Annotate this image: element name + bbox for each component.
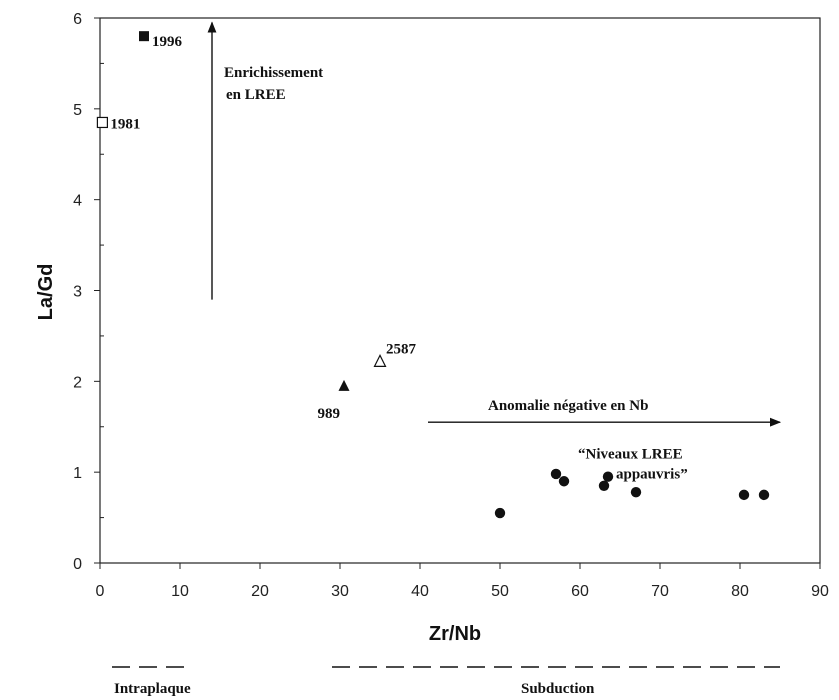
- data-point: [558, 476, 570, 487]
- point-label-2587: 2587: [386, 341, 417, 357]
- range-label-1: Subduction: [521, 681, 595, 697]
- y-tick-label: 0: [73, 556, 82, 573]
- x-tick-label: 80: [731, 583, 749, 600]
- data-point: [550, 468, 562, 480]
- data-point: [758, 489, 770, 501]
- annotation-depleted-1: “Niveaux LREE: [578, 447, 683, 463]
- y-tick-label: 1: [73, 465, 82, 482]
- x-tick-label: 40: [411, 583, 429, 600]
- x-tick-label: 10: [171, 583, 189, 600]
- annotation-enrichment-1: Enrichissement: [224, 65, 323, 81]
- y-tick-label: 3: [73, 284, 82, 301]
- plot-frame: [99, 17, 821, 564]
- data-point-1996: [139, 31, 149, 42]
- point-label-1981: 1981: [110, 116, 140, 132]
- y-tick-label: 6: [73, 11, 82, 28]
- x-tick-label: 50: [491, 583, 509, 600]
- point-label-989: 989: [318, 406, 341, 422]
- data-point: [494, 507, 506, 519]
- data-point: [738, 489, 750, 501]
- y-tick-label: 4: [73, 193, 82, 210]
- point-label-1996: 1996: [152, 34, 183, 50]
- x-tick-label: 0: [96, 583, 105, 600]
- x-axis-title: Zr/Nb: [429, 623, 481, 645]
- annotation-anomaly: Anomalie négative en Nb: [488, 398, 648, 414]
- x-tick-label: 30: [331, 583, 349, 600]
- y-axis-title: La/Gd: [35, 264, 57, 321]
- x-tick-label: 90: [811, 583, 829, 600]
- y-tick-label: 2: [73, 374, 82, 391]
- data-point: [630, 486, 642, 498]
- data-point: [602, 471, 614, 482]
- y-tick-label: 5: [73, 102, 82, 119]
- x-tick-label: 70: [651, 583, 669, 600]
- annotation-depleted-2: appauvris”: [616, 467, 688, 483]
- data-point: [598, 480, 610, 491]
- annotation-enrichment-2: en LREE: [226, 87, 286, 103]
- data-point-989: [338, 379, 350, 391]
- x-tick-label: 60: [571, 583, 589, 600]
- data-point-2587: [373, 354, 387, 367]
- x-tick-label: 20: [251, 583, 269, 600]
- range-label-0: Intraplaque: [114, 681, 191, 697]
- data-point-1981: [96, 116, 109, 129]
